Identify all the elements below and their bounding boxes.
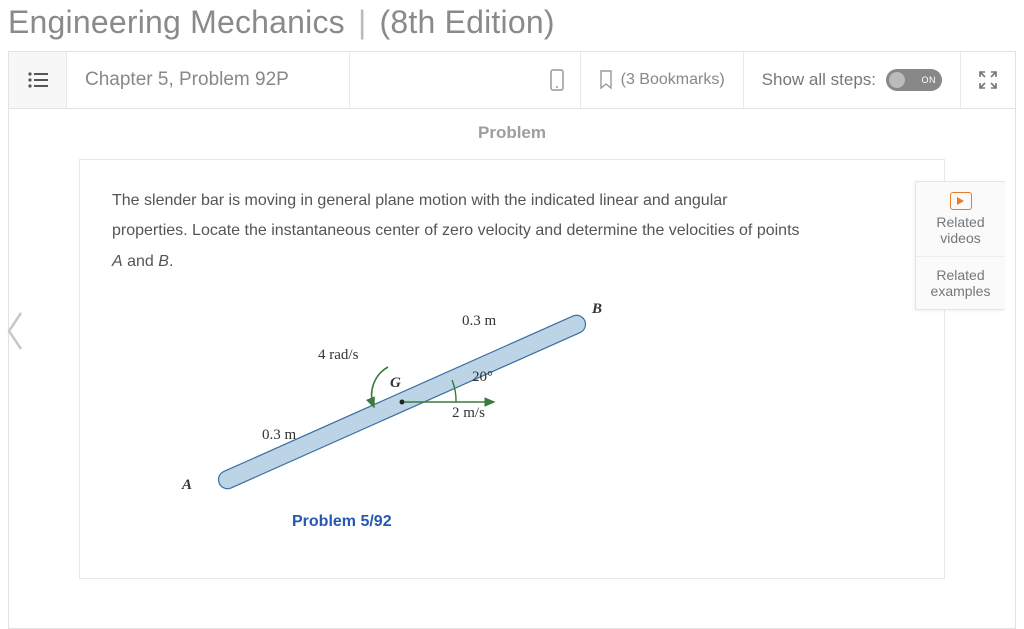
steps-label: Show all steps: [762,70,876,90]
title-separator: | [354,4,371,40]
show-steps-control: Show all steps: ON [744,52,961,108]
figure-caption: Problem 5/92 [292,513,392,531]
bookmark-icon [599,70,613,90]
period: . [169,253,173,270]
prev-button[interactable] [3,309,27,363]
menu-button[interactable] [9,52,67,108]
label-len-upper: 0.3 m [462,313,496,330]
label-a: A [182,477,192,494]
problem-line-2: properties. Locate the instantaneous cen… [112,222,800,239]
bookmarks-count: (3 Bookmarks) [621,71,725,89]
problem-card: The slender bar is moving in general pla… [79,159,945,579]
book-title: Engineering Mechanics | (8th Edition) [0,0,1024,51]
point-b: B [158,253,169,270]
toggle-state: ON [922,75,937,85]
label-g: G [390,375,401,392]
chapter-label[interactable]: Chapter 5, Problem 92P [67,52,350,108]
point-a: A [112,253,123,270]
label-velocity: 2 m/s [452,405,485,422]
steps-toggle[interactable]: ON [886,69,942,91]
side-panel: Related videos Related examples [915,181,1005,310]
phone-icon [550,69,564,91]
mobile-button[interactable] [534,52,581,108]
label-b: B [592,301,602,318]
label-angle: 20° [472,369,493,386]
content-area: Problem The slender bar is moving in gen… [8,109,1016,629]
toggle-knob [889,72,905,88]
expand-icon [979,71,997,89]
label-omega: 4 rad/s [318,347,358,364]
book-name: Engineering Mechanics [8,4,345,40]
section-heading: Problem [9,109,1015,155]
related-videos-button[interactable]: Related videos [916,182,1005,257]
figure-svg [152,297,652,507]
problem-figure: A B G 0.3 m 0.3 m 4 rad/s 20° 2 m/s Prob… [152,297,652,527]
fullscreen-button[interactable] [961,52,1015,108]
play-icon [950,192,972,210]
problem-statement: The slender bar is moving in general pla… [112,186,912,277]
list-icon [28,72,48,88]
problem-line-1: The slender bar is moving in general pla… [112,192,727,209]
chevron-left-icon [3,318,27,362]
toolbar-spacer [350,52,534,108]
related-examples-button[interactable]: Related examples [916,257,1005,309]
toolbar: Chapter 5, Problem 92P (3 Bookmarks) Sho… [8,51,1016,109]
related-videos-label: Related videos [924,214,997,246]
bookmarks-button[interactable]: (3 Bookmarks) [581,52,744,108]
label-len-lower: 0.3 m [262,427,296,444]
book-edition: (8th Edition) [380,4,555,40]
related-examples-label: Related examples [924,267,997,299]
and-word: and [123,253,159,270]
